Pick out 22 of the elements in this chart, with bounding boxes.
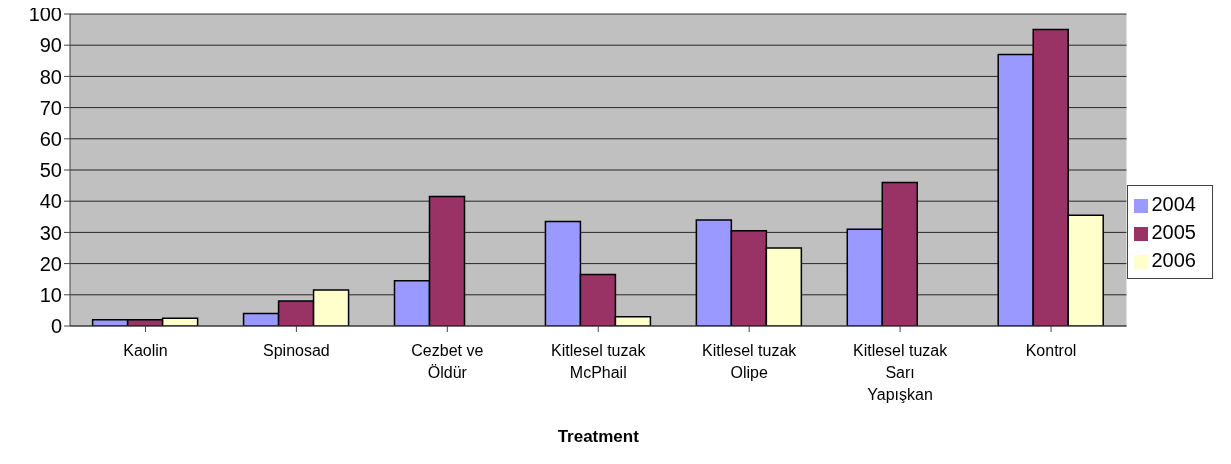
x-tick-label: Kaolin [123, 342, 168, 359]
y-tick-label: 70 [39, 96, 62, 119]
y-tick-label: 90 [39, 34, 62, 57]
x-tick-label: Kontrol [1025, 342, 1077, 359]
y-tick-label: 50 [39, 159, 62, 182]
y-tick-label: 0 [50, 315, 62, 338]
y-tick-label: 20 [39, 252, 62, 275]
y-tick-label: 40 [39, 190, 62, 213]
legend-label: 2004 [1151, 193, 1196, 215]
y-tick-label: 60 [39, 127, 62, 150]
x-tick-label: Kitlesel tuzak McPhail [551, 342, 647, 381]
y-tick-label: 80 [39, 65, 62, 88]
x-axis-title: Treatment [557, 427, 640, 446]
x-tick-label: Cezbet ve Öldür [411, 342, 484, 381]
legend-label: 2005 [1151, 221, 1196, 243]
x-tick-label: Kitlesel tuzak Sarı Yapışkan [852, 342, 949, 403]
x-tick-label: Spinosad [263, 342, 330, 359]
y-tick-label: 30 [39, 221, 62, 244]
y-tick-label: 10 [39, 283, 62, 306]
legend-label: 2006 [1151, 249, 1196, 271]
x-tick-label: Kitlesel tuzak Olipe [702, 342, 798, 381]
y-tick-label: 100 [28, 3, 62, 26]
